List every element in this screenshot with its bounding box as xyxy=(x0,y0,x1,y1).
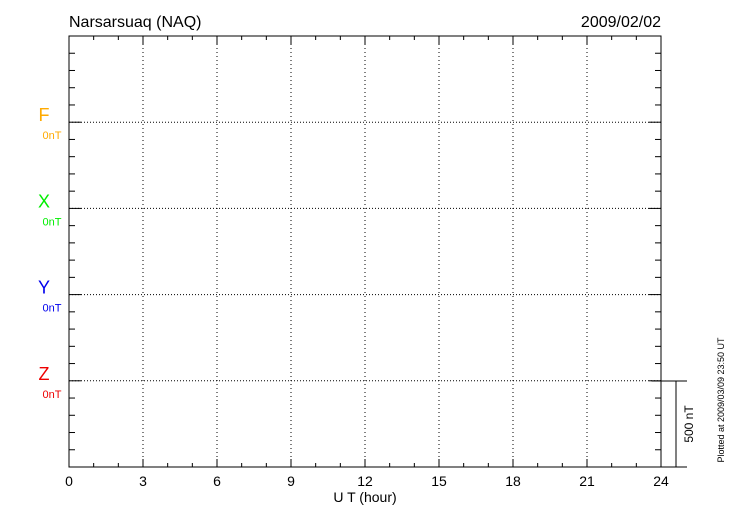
scale-bar: 500 nT xyxy=(652,380,696,468)
x-tick-label: 24 xyxy=(653,473,669,489)
grid xyxy=(69,36,661,467)
plot-frame xyxy=(68,35,662,468)
baseline-label-f: 0nT xyxy=(43,130,62,142)
x-tick-label: 9 xyxy=(287,473,295,489)
baseline-label-z: 0nT xyxy=(43,389,62,401)
x-tick-labels: 0 3 6 9 12 15 18 21 24 xyxy=(65,473,669,489)
series-name-x: X xyxy=(38,191,50,211)
series-name-z: Z xyxy=(39,364,50,384)
x-tick-label: 6 xyxy=(213,473,221,489)
x-tick-label: 18 xyxy=(505,473,521,489)
baseline-label-y: 0nT xyxy=(43,303,62,315)
baseline-label-x: 0nT xyxy=(43,216,62,228)
series-labels: F 0nT X 0nT Y 0nT Z 0nT xyxy=(38,105,62,401)
x-tick-label: 0 xyxy=(65,473,73,489)
x-tick-label: 15 xyxy=(431,473,447,489)
x-tick-label: 3 xyxy=(139,473,147,489)
series-name-y: Y xyxy=(38,278,50,298)
x-tick-label: 21 xyxy=(579,473,595,489)
axis-ticks xyxy=(68,35,662,468)
plotted-at-label: Plotted at 2009/03/09 23:50 UT xyxy=(716,337,726,463)
series-name-f: F xyxy=(39,105,50,125)
station-title: Narsarsuaq (NAQ) xyxy=(69,14,201,31)
date-label: 2009/02/02 xyxy=(581,14,661,31)
x-axis-label: U T (hour) xyxy=(333,489,396,505)
scale-bar-label: 500 nT xyxy=(682,405,696,443)
x-tick-label: 12 xyxy=(357,473,373,489)
